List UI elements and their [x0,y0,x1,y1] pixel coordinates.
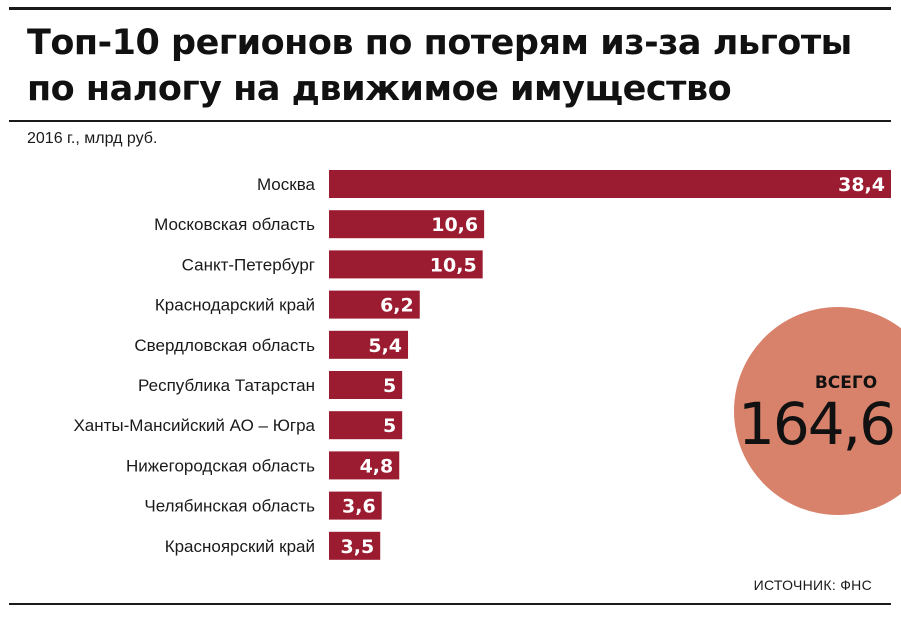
value-label: 6,2 [380,295,414,317]
chart-subtitle: 2016 г., млрд руб. [27,130,158,147]
value-label: 38,4 [838,174,885,196]
category-label: Ханты-Мансийский АО – Югра [73,416,315,435]
category-label: Красноярский край [165,537,315,556]
category-label: Московская область [154,215,315,234]
bar [329,491,382,520]
total-value: 164,6 [738,390,894,458]
total-label: ВСЕГО [815,373,877,393]
value-label: 10,6 [431,214,478,236]
title-divider [9,120,891,122]
bar [329,531,381,560]
bar [329,371,403,399]
bar [329,170,891,198]
total-circle [734,307,901,515]
bar [329,290,420,319]
bars-group: Москва 38,4 Московская область 10,6 Санкт-Пе… [73,170,891,560]
page-title: Топ-10 регионов по потерям из-за льготы … [27,20,887,112]
category-label: Москва [257,175,316,194]
bar [329,250,483,279]
value-label: 5,4 [368,335,402,357]
bar [329,451,400,480]
bottom-rule [9,603,891,605]
value-label: 3,6 [342,496,376,518]
category-label: Челябинская область [144,497,315,516]
bar [329,330,409,359]
value-label: 10,5 [430,254,477,276]
source-note: ИСТОЧНИК: ФНС [753,577,872,593]
bar [329,210,485,239]
value-label: 5 [383,375,396,397]
value-label: 5 [383,415,396,437]
category-label: Республика Татарстан [138,376,315,395]
total-badge: ВСЕГО 164,6 [734,307,901,515]
value-label: 4,8 [360,455,394,477]
category-label: Свердловская область [134,336,315,355]
category-label: Краснодарский край [155,296,315,315]
category-label: Нижегородская область [126,456,315,475]
top-rule [9,7,891,10]
bar [329,411,403,440]
category-label: Санкт-Петербург [182,255,315,274]
title-line-2: по налогу на движимое имущество [27,69,732,109]
title-line-1: Топ-10 регионов по потерям из-за льготы [27,23,852,63]
value-label: 3,5 [341,536,375,558]
